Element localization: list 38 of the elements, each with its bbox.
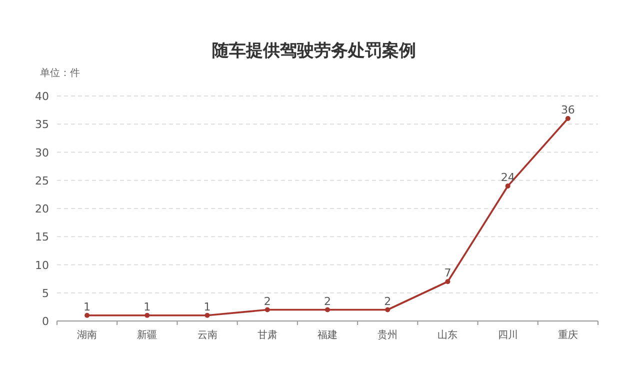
x-tick-label: 山东 — [438, 329, 458, 341]
data-label: 1 — [84, 300, 91, 314]
y-tick-label: 35 — [35, 118, 49, 132]
y-tick-label: 30 — [35, 146, 49, 160]
y-axis-title: 单位：件 — [40, 67, 80, 79]
point — [144, 312, 150, 318]
point — [505, 184, 510, 188]
data-label: 1 — [144, 300, 151, 314]
point — [445, 279, 450, 284]
x-tick-label: 新疆 — [137, 329, 158, 341]
x-tick-label: 贵州 — [378, 329, 398, 341]
point — [565, 116, 570, 121]
data-label: 24 — [500, 171, 515, 184]
data-label: 36 — [560, 104, 575, 116]
y-tick-label: 40 — [35, 90, 49, 103]
x-tick-label: 湖南 — [77, 329, 98, 341]
x-tick-label: 重庆 — [558, 329, 578, 341]
point — [325, 307, 330, 312]
data-label: 2 — [264, 294, 271, 308]
point — [264, 307, 270, 312]
y-tick-label: 10 — [35, 258, 49, 272]
x-tick-label: 四川 — [498, 329, 518, 341]
y-tick-label: 15 — [35, 230, 49, 244]
point — [385, 307, 390, 312]
data-label: 7 — [444, 266, 452, 280]
y-tick-label: 0 — [42, 315, 49, 328]
point — [204, 312, 210, 318]
chart-title: 随车提供驾驶劳务处罚案例 — [212, 40, 416, 61]
data-label: 2 — [324, 294, 331, 308]
y-tick-label: 25 — [35, 174, 49, 188]
point — [84, 312, 90, 318]
x-tick-label: 甘肃 — [257, 329, 278, 341]
data-label: 1 — [204, 300, 211, 314]
x-tick-label: 福建 — [318, 329, 338, 341]
y-tick-label: 20 — [35, 202, 49, 216]
y-tick-label: 5 — [42, 286, 49, 300]
data-label: 2 — [384, 294, 392, 308]
x-tick-label: 云南 — [197, 329, 218, 341]
